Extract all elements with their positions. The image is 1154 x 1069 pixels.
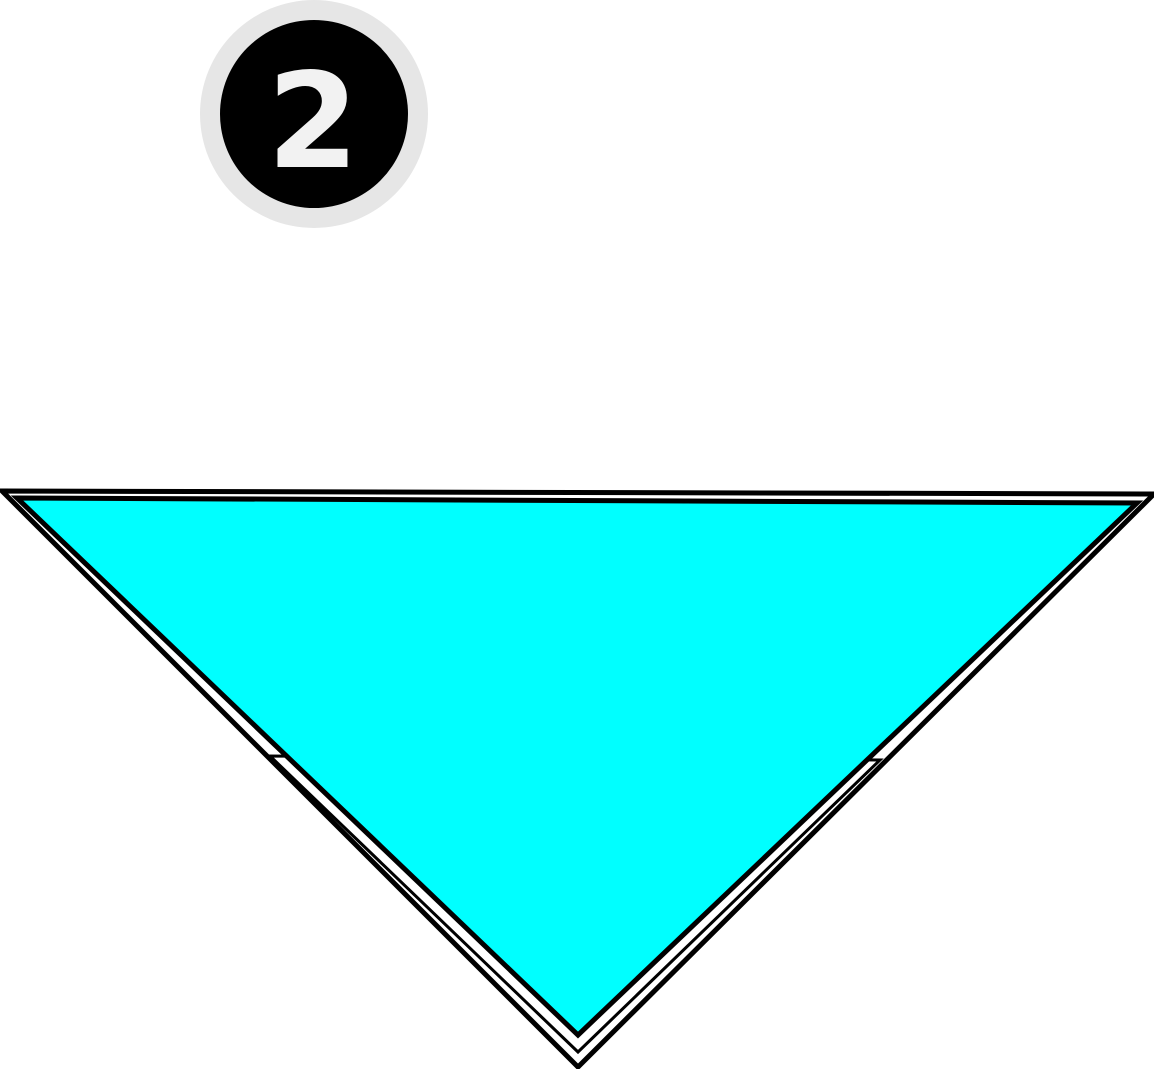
triangle-front-layer: [10, 495, 1144, 1039]
folded-triangle: [0, 488, 1154, 1069]
step-badge-inner-circle: [220, 20, 408, 208]
step-number-label: 2: [267, 45, 359, 199]
step-badge: 2: [200, 0, 428, 228]
